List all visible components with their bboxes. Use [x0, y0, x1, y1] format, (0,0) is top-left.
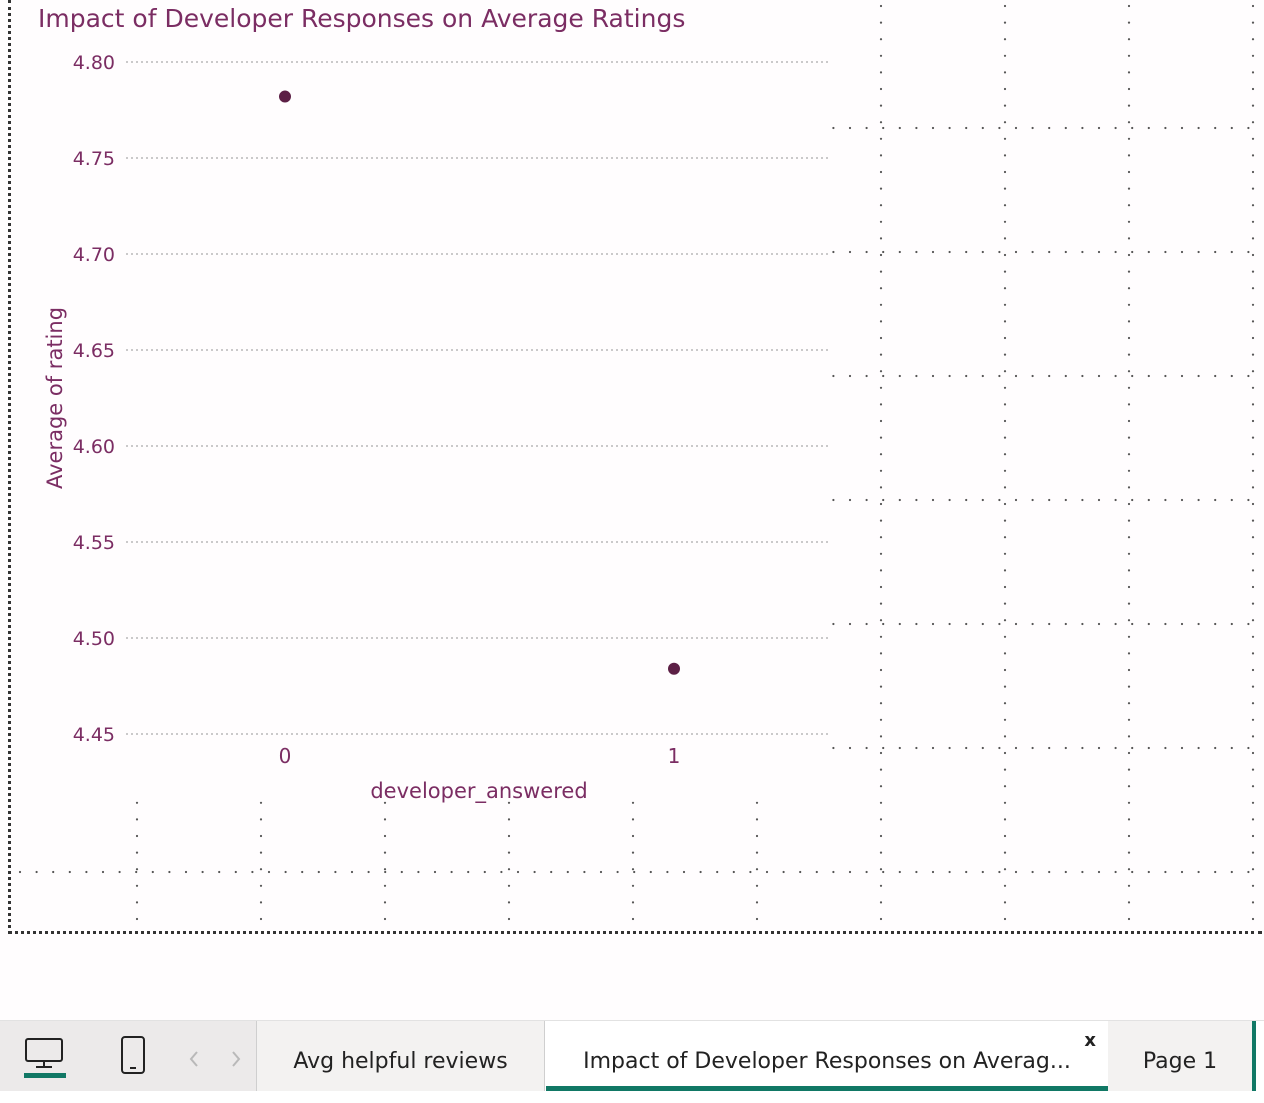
y-tick-label: 4.60 [73, 436, 115, 458]
close-icon[interactable]: x [1084, 1030, 1096, 1051]
canvas-grid [18, 4, 1255, 921]
data-point[interactable] [668, 662, 680, 675]
data-point[interactable] [279, 90, 291, 103]
y-tick-label: 4.70 [73, 244, 115, 266]
tab-label: Avg helpful reviews [293, 1049, 508, 1074]
scatter-visual[interactable] [8, 0, 1262, 934]
chevron-left-icon[interactable] [186, 1049, 202, 1073]
y-tick-label: 4.75 [73, 148, 115, 170]
report-canvas: Impact of Developer Responses on Average… [8, 0, 1262, 934]
phone-icon[interactable] [120, 1033, 148, 1083]
view-switch [0, 1021, 257, 1091]
tab-avg-helpful-reviews[interactable]: Avg helpful reviews [257, 1021, 545, 1091]
page-tabs-bar: Avg helpful reviews Impact of Developer … [0, 1020, 1264, 1091]
y-axis-title: Average of rating [43, 307, 67, 489]
y-gridlines [126, 61, 828, 735]
tab-impact-of-developer-responses[interactable]: Impact of Developer Responses on Averag.… [546, 1021, 1108, 1091]
y-tick-label: 4.45 [73, 724, 115, 746]
monitor-icon[interactable] [24, 1033, 70, 1083]
y-tick-label: 4.50 [73, 628, 115, 650]
y-tick-label: 4.65 [73, 340, 115, 362]
chevron-right-icon[interactable] [228, 1049, 244, 1073]
y-tick-label: 4.55 [73, 532, 115, 554]
tab-label: Page 1 [1142, 1049, 1218, 1074]
chart-title: Impact of Developer Responses on Average… [38, 4, 686, 33]
x-tick-label: 1 [668, 744, 681, 768]
y-axis-ticks: 4.80 4.75 4.70 4.65 4.60 4.55 4.50 4.45 [73, 52, 115, 746]
data-points [279, 90, 680, 675]
x-axis-title: developer_answered [370, 779, 587, 804]
y-tick-label: 4.80 [73, 52, 115, 74]
tab-label: Impact of Developer Responses on Averag.… [583, 1049, 1071, 1074]
x-tick-label: 0 [279, 744, 292, 768]
tab-page-1[interactable]: Page 1 [1108, 1021, 1256, 1091]
